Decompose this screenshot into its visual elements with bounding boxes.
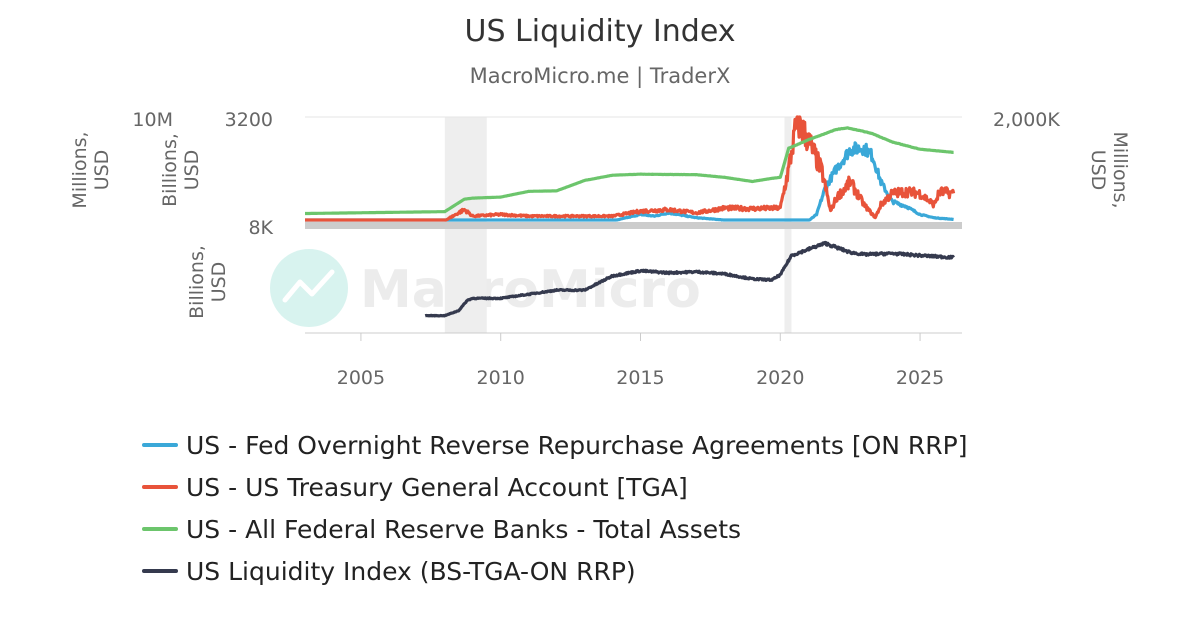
x-tick-label: 2015: [616, 367, 664, 389]
legend-item[interactable]: US - US Treasury General Account [TGA]: [142, 466, 967, 508]
series-liquidity-index-line: [424, 240, 955, 318]
series-onrrp-line: [304, 141, 955, 222]
x-tick-label: 2005: [337, 367, 385, 389]
series-tga-line: [304, 115, 956, 222]
y-axis-title-bottom: Billions, USD: [186, 245, 230, 319]
y-axis-title-left-inner-line: USD: [181, 150, 203, 191]
y-axis-title-left-outer-line: USD: [91, 150, 113, 191]
chart-plot: MacroMicro 2005 2010 2015 2020 2025 10M 3200 8K…: [69, 109, 1131, 389]
y-axis-title-left-outer-line: Millions,: [69, 131, 91, 208]
series-total-assets-line: [304, 126, 955, 216]
legend-swatch: [142, 443, 178, 447]
chart-legend: US - Fed Overnight Reverse Repurchase Ag…: [142, 424, 967, 592]
y-axis-title-right: Millions,USD: [1087, 131, 1131, 208]
legend-label: US - Fed Overnight Reverse Repurchase Ag…: [186, 430, 968, 460]
y-axis-title-bottom-line: Billions,: [186, 245, 208, 319]
legend-label: US Liquidity Index (BS-TGA-ON RRP): [186, 556, 636, 586]
x-tick-label: 2020: [756, 367, 804, 389]
y-tick-label: 3200: [225, 109, 273, 131]
y-axis-title-left-inner: Billions, USD: [159, 133, 203, 207]
legend-swatch: [142, 485, 178, 489]
y-axis-title-right-line: Millions,: [1109, 131, 1131, 208]
legend-swatch: [142, 569, 178, 573]
legend-swatch: [142, 527, 178, 531]
watermark-logo-mark: [282, 269, 335, 303]
y-axis-title-right-line: USD: [1087, 150, 1109, 191]
legend-label: US - All Federal Reserve Banks - Total A…: [186, 514, 742, 544]
pane-separator: [305, 222, 962, 229]
y-axis-title-left-outer: Millions, USD: [69, 131, 113, 208]
y-tick-label: 8K: [248, 217, 273, 239]
y-tick-label: 10M: [132, 109, 173, 131]
legend-label: US - US Treasury General Account [TGA]: [186, 472, 688, 502]
chart-title: US Liquidity Index: [464, 14, 736, 49]
y-tick-label: 2,000K: [993, 109, 1060, 131]
watermark-text: MacroMicro: [360, 260, 701, 320]
legend-item[interactable]: US - All Federal Reserve Banks - Total A…: [142, 508, 967, 550]
chart-subtitle: MacroMicro.me | TraderX: [469, 64, 731, 88]
x-tick-label: 2025: [896, 367, 944, 389]
y-axis-title-bottom-line: USD: [208, 262, 230, 303]
legend-item[interactable]: US - Fed Overnight Reverse Repurchase Ag…: [142, 424, 967, 466]
legend-item[interactable]: US Liquidity Index (BS-TGA-ON RRP): [142, 550, 967, 592]
x-tick-label: 2010: [477, 367, 525, 389]
y-axis-title-left-inner-line: Billions,: [159, 133, 181, 207]
